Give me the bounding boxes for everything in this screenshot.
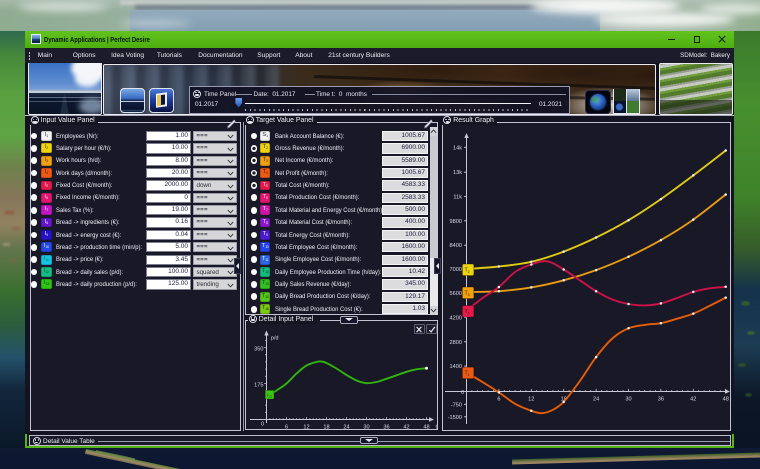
svg-text:6: 6 xyxy=(285,424,288,430)
svg-text:T4: T4 xyxy=(464,371,469,377)
svg-text:T5: T5 xyxy=(464,309,469,315)
svg-text:t: t xyxy=(436,424,438,430)
svg-text:30: 30 xyxy=(625,397,631,403)
svg-text:350: 350 xyxy=(254,346,263,352)
svg-text:T3: T3 xyxy=(464,291,469,297)
svg-text:11k: 11k xyxy=(453,195,462,201)
svg-text:36: 36 xyxy=(383,424,389,430)
svg-text:0: 0 xyxy=(461,390,464,396)
svg-text:36: 36 xyxy=(658,397,664,403)
svg-text:-750: -750 xyxy=(451,402,462,408)
svg-text:18: 18 xyxy=(561,397,567,403)
svg-text:5600: 5600 xyxy=(450,291,462,297)
svg-text:p/d: p/d xyxy=(271,336,279,342)
svg-text:T2: T2 xyxy=(464,268,469,274)
svg-text:9800: 9800 xyxy=(450,219,462,225)
svg-text:30: 30 xyxy=(363,424,369,430)
svg-text:0: 0 xyxy=(261,422,264,428)
svg-text:I13: I13 xyxy=(267,393,272,399)
svg-text:7000: 7000 xyxy=(450,267,462,273)
svg-text:1400: 1400 xyxy=(450,364,462,370)
svg-text:18: 18 xyxy=(323,424,329,430)
svg-text:4200: 4200 xyxy=(450,316,462,322)
svg-text:24: 24 xyxy=(593,397,599,403)
svg-text:12: 12 xyxy=(303,424,309,430)
svg-text:12: 12 xyxy=(528,397,534,403)
svg-text:24: 24 xyxy=(343,424,349,430)
svg-text:175: 175 xyxy=(254,382,263,388)
svg-text:42: 42 xyxy=(403,424,409,430)
svg-text:-1500: -1500 xyxy=(448,415,462,421)
svg-text:13k: 13k xyxy=(453,170,462,176)
svg-text:8400: 8400 xyxy=(450,243,462,249)
svg-text:2800: 2800 xyxy=(450,340,462,346)
svg-text:42: 42 xyxy=(690,397,696,403)
svg-text:6: 6 xyxy=(497,397,500,403)
svg-text:48: 48 xyxy=(723,397,729,403)
svg-text:14k: 14k xyxy=(453,145,462,151)
svg-text:48: 48 xyxy=(423,424,429,430)
